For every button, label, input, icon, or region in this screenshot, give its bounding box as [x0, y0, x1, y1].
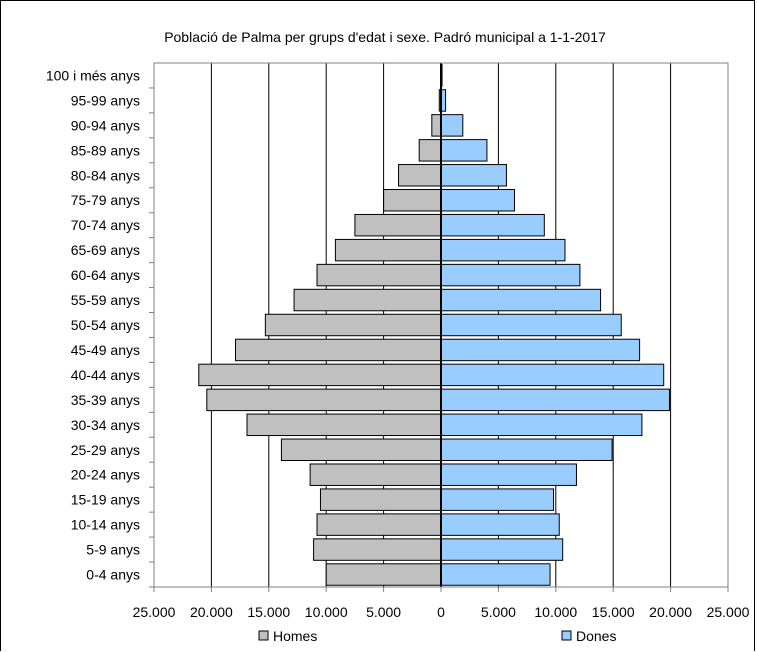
x-tick-label: 25.000: [133, 604, 176, 620]
x-tick-label: 10.000: [534, 604, 577, 620]
bar-homes: [236, 339, 441, 360]
bar-dones: [441, 140, 487, 161]
bar-homes: [317, 264, 441, 285]
legend-swatch-dones: [562, 631, 571, 640]
bar-dones: [441, 214, 544, 235]
bar-dones: [441, 190, 514, 211]
x-tick-label: 5.000: [481, 604, 516, 620]
bar-dones: [441, 489, 554, 510]
bar-homes: [355, 214, 441, 235]
bar-dones: [441, 264, 580, 285]
x-tick-label: 20.000: [190, 604, 233, 620]
bar-homes: [399, 165, 441, 186]
age-group-label: 70-74 anys: [71, 217, 140, 233]
bar-homes: [314, 539, 441, 560]
bar-dones: [441, 564, 550, 585]
x-tick-label: 15.000: [247, 604, 290, 620]
bar-dones: [441, 539, 563, 560]
bar-dones: [441, 514, 559, 535]
age-group-label: 55-59 anys: [71, 292, 140, 308]
x-tick-label: 10.000: [305, 604, 348, 620]
bar-dones: [441, 289, 601, 310]
age-group-labels: 0-4 anys 5-9 anys 10-14 anys 15-19 anys 20-2…: [46, 67, 154, 587]
x-axis-tick-labels: 25.000 20.000 15.000 10.000 5.000 0 5.000 10.00…: [133, 587, 750, 620]
bar-dones: [441, 439, 612, 460]
x-tick-label: 25.000: [707, 604, 750, 620]
age-group-label: 75-79 anys: [71, 192, 140, 208]
bar-homes: [294, 289, 441, 310]
legend: Homes Dones: [259, 628, 616, 644]
legend-swatch-homes: [259, 631, 268, 640]
x-tick-label: 15.000: [592, 604, 635, 620]
bar-homes: [326, 564, 441, 585]
chart-title: Població de Palma per grups d'edat i sex…: [164, 29, 606, 45]
bar-dones: [441, 414, 642, 435]
bar-homes: [207, 389, 441, 410]
bar-homes: [281, 439, 441, 460]
bar-dones: [441, 115, 463, 136]
age-group-label: 45-49 anys: [71, 342, 140, 358]
age-group-label: 30-34 anys: [71, 417, 140, 433]
legend-label-dones: Dones: [576, 628, 616, 644]
legend-label-homes: Homes: [273, 628, 317, 644]
age-group-label: 35-39 anys: [71, 392, 140, 408]
age-group-label: 5-9 anys: [86, 542, 140, 558]
bars: [199, 65, 670, 586]
bar-dones: [441, 239, 565, 260]
age-group-label: 50-54 anys: [71, 317, 140, 333]
age-group-label: 85-89 anys: [71, 142, 140, 158]
x-tick-label: 5.000: [366, 604, 401, 620]
bar-dones: [441, 314, 621, 335]
bar-homes: [247, 414, 441, 435]
age-group-label: 20-24 anys: [71, 467, 140, 483]
age-group-label: 95-99 anys: [71, 92, 140, 108]
bar-dones: [441, 364, 664, 385]
bar-homes: [320, 489, 441, 510]
bar-dones: [441, 165, 506, 186]
age-group-label: 40-44 anys: [71, 367, 140, 383]
bar-homes: [317, 514, 441, 535]
bar-homes: [265, 314, 441, 335]
bar-homes: [310, 464, 441, 485]
bar-dones: [441, 339, 640, 360]
bar-homes: [335, 239, 441, 260]
age-group-label: 65-69 anys: [71, 242, 140, 258]
age-group-label: 90-94 anys: [71, 117, 140, 133]
bar-dones: [441, 464, 576, 485]
age-group-label: 10-14 anys: [71, 517, 140, 533]
bar-dones: [441, 389, 669, 410]
age-group-label: 0-4 anys: [86, 567, 140, 583]
age-group-label: 25-29 anys: [71, 442, 140, 458]
x-tick-label: 20.000: [649, 604, 692, 620]
bar-homes: [432, 115, 441, 136]
bar-homes: [384, 190, 441, 211]
x-tick-label: 0: [437, 604, 445, 620]
bar-homes: [419, 140, 441, 161]
bar-homes: [199, 364, 441, 385]
age-group-label: 60-64 anys: [71, 267, 140, 283]
age-group-label: 100 i més anys: [46, 67, 140, 83]
age-group-label: 80-84 anys: [71, 167, 140, 183]
age-group-label: 15-19 anys: [71, 492, 140, 508]
